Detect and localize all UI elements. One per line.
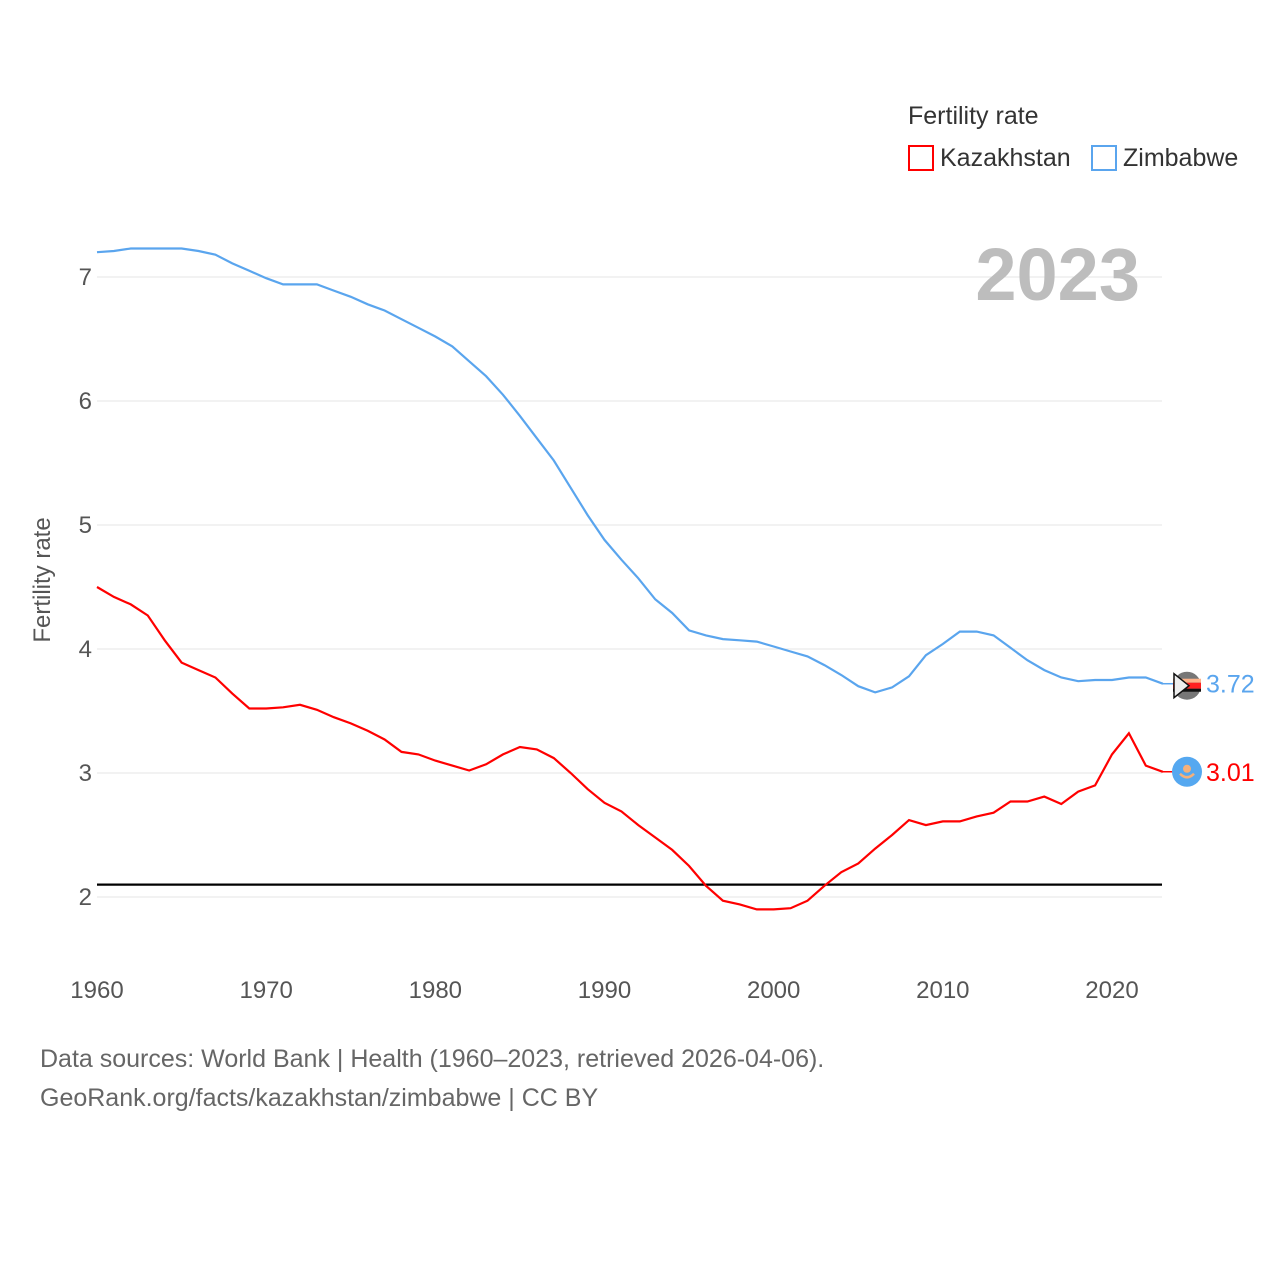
flag-stripe	[1173, 678, 1201, 683]
zimbabwe-flag-icon	[1173, 671, 1201, 700]
x-tick-label: 1970	[239, 977, 292, 1004]
y-tick-label: 3	[79, 760, 92, 787]
flag-eagle	[1179, 772, 1195, 779]
legend-swatch-zimbabwe	[1091, 145, 1117, 171]
x-tick-label: 2020	[1085, 977, 1138, 1004]
legend-label-zimbabwe: Zimbabwe	[1123, 144, 1238, 172]
x-tick-label: 1960	[70, 977, 123, 1004]
x-tick-label: 2010	[916, 977, 969, 1004]
y-tick-label: 4	[79, 636, 92, 663]
y-tick-label: 2	[79, 884, 92, 911]
y-tick-label: 6	[79, 388, 92, 415]
flag-sun	[1183, 764, 1191, 773]
series-line-kazakhstan	[96, 586, 1164, 911]
y-axis-label: Fertility rate	[29, 517, 56, 642]
x-tick-label: 1980	[409, 977, 462, 1004]
legend-swatch-kazakhstan	[908, 145, 934, 171]
data-source-note: Data sources: World Bank | Health (1960–…	[40, 1045, 825, 1073]
kazakhstan-flag-icon	[1172, 756, 1202, 787]
y-tick-label: 5	[79, 512, 92, 539]
y-tick-label: 7	[79, 264, 92, 291]
flag-stripe	[1173, 688, 1201, 692]
x-tick-label: 2000	[747, 977, 800, 1004]
end-value-label: 3.72	[1206, 671, 1255, 699]
attribution-link[interactable]: GeoRank.org/facts/kazakhstan/zimbabwe | …	[40, 1084, 599, 1112]
legend-label-kazakhstan: Kazakhstan	[940, 144, 1071, 172]
flag-triangle	[1173, 672, 1191, 700]
end-value-label: 3.01	[1206, 759, 1255, 787]
year-watermark: 2023	[975, 233, 1140, 316]
x-tick-label: 1990	[578, 977, 631, 1004]
legend-title: Fertility rate	[908, 102, 1039, 130]
series-line-zimbabwe	[96, 247, 1164, 694]
